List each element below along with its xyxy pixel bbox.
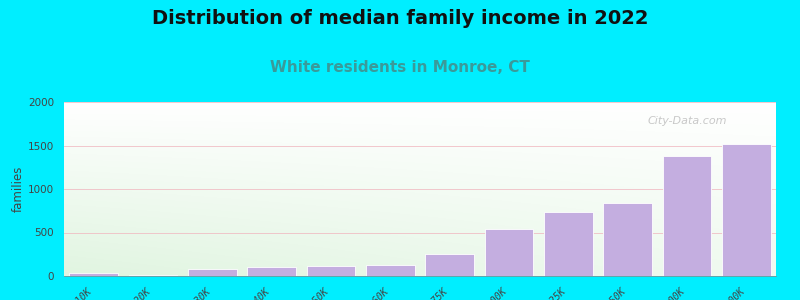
Bar [188, 269, 237, 276]
Bar [129, 275, 178, 276]
Bar [485, 229, 534, 276]
Y-axis label: families: families [12, 166, 26, 212]
Text: White residents in Monroe, CT: White residents in Monroe, CT [270, 60, 530, 75]
Bar [70, 273, 118, 276]
Bar [662, 156, 711, 276]
Text: Distribution of median family income in 2022: Distribution of median family income in … [152, 9, 648, 28]
Bar [722, 144, 770, 276]
Bar [544, 212, 593, 276]
Text: City-Data.com: City-Data.com [648, 116, 727, 126]
Bar [366, 265, 414, 276]
Bar [603, 203, 652, 276]
Bar [306, 266, 355, 276]
Bar [426, 254, 474, 276]
Bar [247, 267, 296, 276]
